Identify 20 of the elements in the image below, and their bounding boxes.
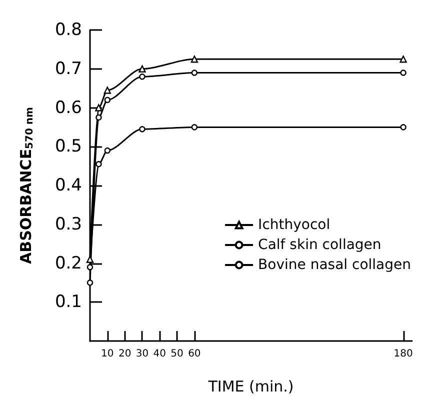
y-tick-label: 0.6 <box>54 98 82 118</box>
x-tick-label: 180 <box>394 348 413 360</box>
x-tick-label: 40 <box>153 348 166 360</box>
y-tick-label: 0.1 <box>54 292 82 312</box>
x-tick-label: 50 <box>170 348 184 360</box>
y-tick-label: 0.5 <box>54 136 82 157</box>
y-tick-label: 0.7 <box>54 58 82 79</box>
y-tick-label: 0.8 <box>54 20 82 40</box>
legend-label: Bovine nasal collagen <box>258 257 412 273</box>
legend-label: Calf skin collagen <box>258 237 382 253</box>
x-tick-label: 10 <box>101 348 114 360</box>
y-axis-title: ABSORBANCE570 nm <box>17 107 36 264</box>
y-tick-label: 0.4 <box>54 176 82 196</box>
x-tick-label: 30 <box>136 348 149 360</box>
x-tick-label: 20 <box>118 348 132 360</box>
x-axis-title: TIME (min.) <box>207 378 294 396</box>
y-tick-label: 0.3 <box>54 214 82 234</box>
y-tick-label: 0.2 <box>54 253 82 274</box>
x-tick-label: 60 <box>188 348 201 360</box>
legend-label: Ichthyocol <box>258 217 330 233</box>
